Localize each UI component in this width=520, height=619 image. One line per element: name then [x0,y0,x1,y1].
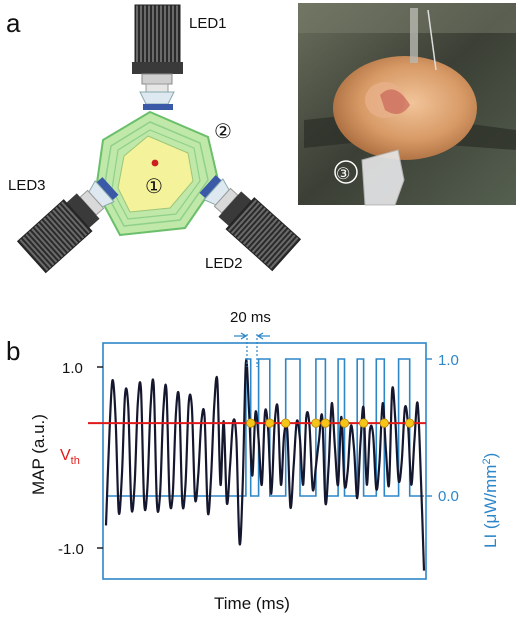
crossing-point [246,418,256,428]
panel-b-label: b [6,336,20,366]
electrode-dot [151,159,159,167]
plot-frame [102,342,427,580]
y-axis-left-label: MAP (a.u.) [29,414,48,495]
crossing-point [358,418,369,428]
led3-device [16,177,119,274]
crossing-markers [246,418,415,428]
chamber-diagram [94,110,220,237]
crossing-point [311,418,321,428]
crossing-point [379,418,389,428]
chart: 1.0 -1.0 1.0 0.0 Vth 20 ms Time (ms) MAP… [29,309,500,613]
marker-1: ① [145,176,163,198]
led2-label: LED2 [205,255,243,272]
led1-label: LED1 [189,15,227,32]
marker-3: ③ [336,164,350,183]
panel-a-label: a [6,8,21,38]
crossing-point [265,418,275,428]
annotation-arrow-left [234,332,248,340]
threshold-label: Vth [60,447,80,467]
left-tick-label-m1: -1.0 [58,541,84,558]
crossing-point [320,418,331,428]
crossing-point [405,418,415,428]
y-axis-right-label: LI (μW/mm2) [481,453,500,548]
crossing-point [281,418,291,428]
right-tick-label-0: 0.0 [438,488,459,505]
crossing-point [339,418,350,428]
duration-annotation: 20 ms [230,309,271,326]
left-tick-label-1: 1.0 [62,360,83,377]
annotation-arrow-right [256,332,270,340]
marker-2: ② [214,121,232,143]
led3-label: LED3 [8,177,46,194]
led1-device [132,4,183,110]
map-series-line [104,359,426,571]
x-axis-label: Time (ms) [214,594,290,613]
heart-photo [298,3,516,206]
led2-device [199,175,302,272]
right-tick-label-1: 1.0 [438,352,459,369]
